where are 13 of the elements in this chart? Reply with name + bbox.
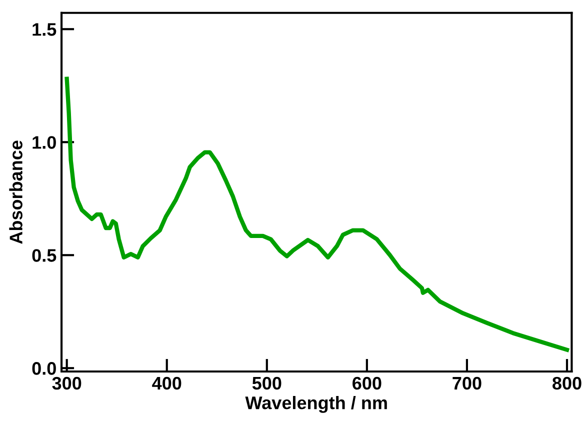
y-tick-label: 1.0 <box>32 136 56 149</box>
x-tick-label: 600 <box>352 376 382 390</box>
y-tick-label: 0.5 <box>32 249 56 262</box>
y-tick-label: 1.5 <box>32 23 56 36</box>
x-tick-label: 700 <box>452 376 482 390</box>
x-tick-label: 500 <box>252 376 282 390</box>
line-series <box>64 76 570 352</box>
x-tick-label: 300 <box>52 376 82 390</box>
y-tick-label: 0.0 <box>32 362 56 375</box>
x-tick-label: 400 <box>152 376 182 390</box>
x-tick-label: 800 <box>552 376 582 390</box>
y-axis-title: Absorbance <box>9 140 22 244</box>
x-axis-title: Wavelength / nm <box>245 396 387 413</box>
